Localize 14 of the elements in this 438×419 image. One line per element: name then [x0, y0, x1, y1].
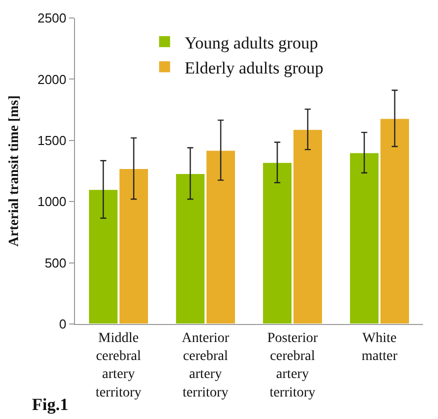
y-tick-label: 1000: [37, 194, 66, 210]
legend-label: Young adults group: [184, 33, 318, 52]
caption: Fig.1: [32, 395, 68, 414]
legend-label: Elderly adults group: [184, 58, 324, 78]
y-tick-label: 0: [59, 316, 66, 332]
y-tick-label: 1500: [37, 132, 66, 148]
x-tick-label: White matter: [362, 330, 398, 364]
y-tick-label: 2000: [37, 72, 66, 87]
y-tick-label: 500: [44, 255, 66, 270]
x-tick-label: Anterior cerebral artery territory: [182, 330, 230, 400]
x-tick-label: Middle cerebral artery territory: [96, 330, 142, 400]
y-tick-label: 2500: [37, 10, 66, 26]
y-axis-title: Arterial transit time [ms]: [7, 95, 22, 247]
x-tick-label: Posterior cerebral artery territory: [267, 330, 318, 400]
